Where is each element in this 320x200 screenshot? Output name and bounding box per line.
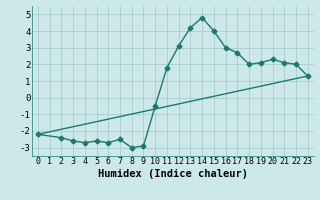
X-axis label: Humidex (Indice chaleur): Humidex (Indice chaleur)	[98, 168, 248, 179]
